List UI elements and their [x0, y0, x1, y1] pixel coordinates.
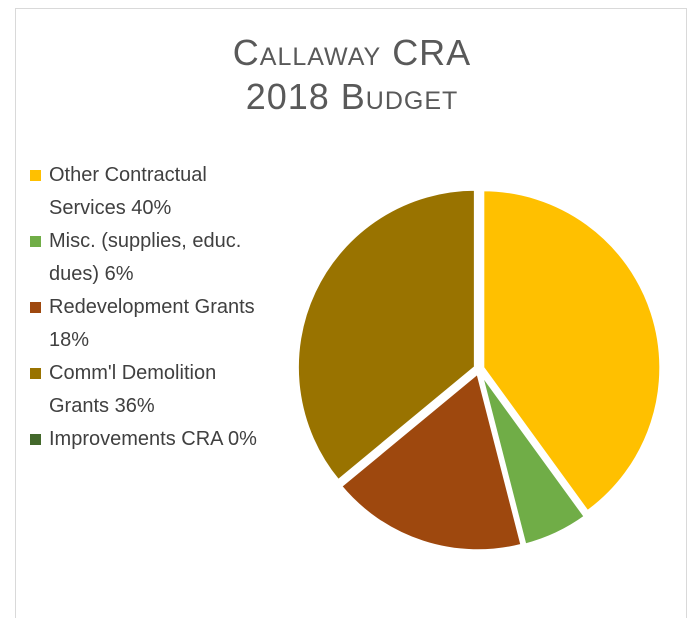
- legend-entry: Redevelopment Grants 18%: [30, 291, 274, 357]
- legend-entry: Improvements CRA 0%: [30, 423, 274, 456]
- chart: Callaway CRA 2018 Budget Other Contractu…: [15, 8, 687, 618]
- legend-entry: Comm'l Demolition Grants 36%: [30, 357, 274, 423]
- legend-entry: Other Contractual Services 40%: [30, 159, 274, 225]
- legend-swatch: [30, 302, 41, 313]
- pie: [295, 187, 663, 553]
- legend-swatch: [30, 236, 41, 247]
- title-line: 2018 Budget: [245, 76, 459, 117]
- legend-swatch: [30, 434, 41, 445]
- pie-slice: [481, 188, 663, 514]
- legend-entry: Misc. (supplies, educ. dues) 6%: [30, 225, 274, 291]
- title-line: Callaway CRA: [232, 32, 472, 73]
- legend-swatch: [30, 170, 41, 181]
- pie-slice: [479, 371, 588, 547]
- legend-label: Comm'l Demolition Grants 36%: [49, 362, 217, 417]
- legend-swatch: [30, 368, 41, 379]
- pie-slice: [338, 370, 524, 553]
- legend: Other Contractual Services 40% Misc. (sup…: [30, 159, 270, 456]
- legend-label: Misc. (supplies, educ. dues) 6%: [49, 230, 242, 285]
- legend-label: Redevelopment Grants 18%: [49, 296, 255, 351]
- legend-label: Improvements CRA 0%: [49, 428, 257, 450]
- pie-slice: [295, 187, 477, 483]
- legend-label: Other Contractual Services 40%: [49, 164, 207, 219]
- chart-title: Callaway CRA 2018 Budget: [16, 31, 688, 119]
